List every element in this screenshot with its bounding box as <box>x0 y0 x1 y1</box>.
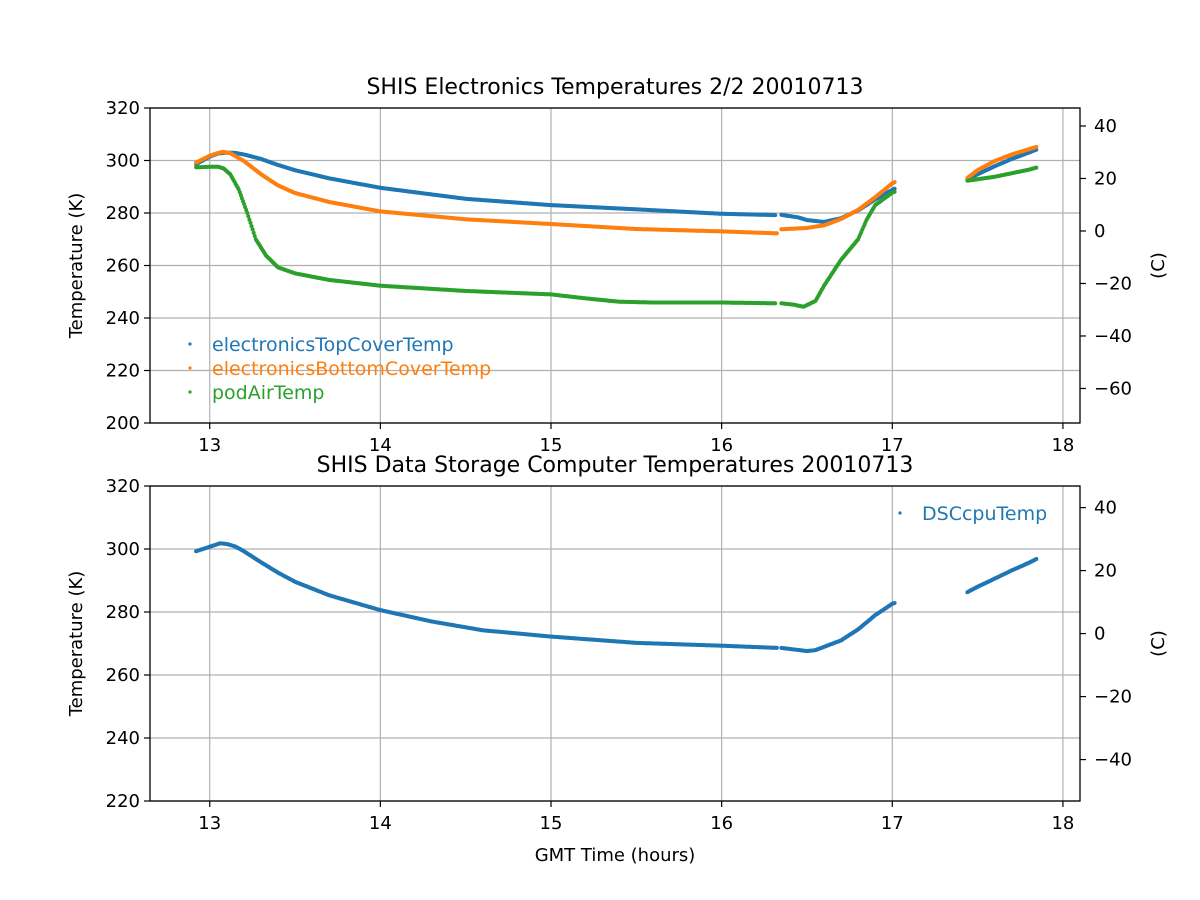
series-podAirTemp <box>194 164 1039 309</box>
y-right-tick-label: −40 <box>1094 326 1132 347</box>
x-tick-label: 17 <box>881 813 904 834</box>
y-tick-label: 320 <box>106 476 140 497</box>
data-point <box>1034 165 1039 170</box>
legend: DSCcpuTemp <box>898 503 1047 525</box>
y-right-tick-label: 0 <box>1094 221 1105 242</box>
data-point <box>252 234 257 238</box>
legend-label: electronicsTopCoverTemp <box>212 334 454 356</box>
data-point <box>246 214 251 219</box>
legend-marker <box>898 511 902 515</box>
chart-title: SHIS Electronics Temperatures 2/2 200107… <box>366 75 863 100</box>
x-axis-label: GMT Time (hours) <box>535 845 696 866</box>
y-right-tick-label: 0 <box>1094 624 1105 645</box>
y-axis-label: Temperature (K) <box>66 571 87 718</box>
data-point <box>248 220 253 225</box>
y-right-tick-label: −40 <box>1094 750 1132 771</box>
data-point <box>247 217 252 222</box>
y-axis-label: Temperature (K) <box>66 193 87 340</box>
chart-title: SHIS Data Storage Computer Temperatures … <box>317 453 914 478</box>
y-right-tick-label: 40 <box>1094 498 1117 519</box>
y-tick-label: 300 <box>106 539 140 560</box>
y-right-tick-label: 20 <box>1094 168 1117 189</box>
x-tick-label: 18 <box>1051 813 1074 834</box>
y-tick-label: 260 <box>106 665 140 686</box>
legend-label: podAirTemp <box>212 382 324 404</box>
y-tick-label: 200 <box>106 413 140 434</box>
y-tick-label: 300 <box>106 151 140 172</box>
data-point <box>249 224 254 229</box>
x-tick-label: 15 <box>540 435 563 456</box>
x-tick-label: 14 <box>369 813 392 834</box>
series-DSCcpuTemp <box>194 541 1039 654</box>
data-point <box>774 645 779 650</box>
x-tick-label: 13 <box>198 435 221 456</box>
x-tick-label: 15 <box>540 813 563 834</box>
data-point <box>773 301 778 306</box>
y-tick-label: 240 <box>106 728 140 749</box>
y-tick-label: 280 <box>106 602 140 623</box>
data-point <box>239 196 244 201</box>
y-tick-label: 240 <box>106 308 140 329</box>
legend-marker <box>188 366 192 370</box>
y-axis-label-right: (C) <box>1148 252 1169 279</box>
data-point <box>244 208 249 212</box>
legend-label: electronicsBottomCoverTemp <box>212 358 491 380</box>
data-point <box>250 227 255 232</box>
data-point <box>245 211 250 215</box>
x-tick-label: 16 <box>710 813 733 834</box>
plot-frame <box>149 485 1081 802</box>
legend: electronicsTopCoverTempelectronicsBottom… <box>188 334 491 404</box>
data-point <box>892 189 897 194</box>
y-right-tick-label: −20 <box>1094 687 1132 708</box>
legend-marker <box>188 390 192 394</box>
x-tick-label: 14 <box>369 435 392 456</box>
y-right-tick-label: 40 <box>1094 116 1117 137</box>
y-tick-label: 220 <box>106 791 140 812</box>
data-point <box>892 180 897 185</box>
y-tick-label: 320 <box>106 98 140 119</box>
x-tick-label: 18 <box>1051 435 1074 456</box>
chart-2: 13 14 15 16 17 18 220 240 260 280 300 320 −40 −20 0 20 4… <box>66 453 1169 866</box>
data-point <box>237 190 242 195</box>
x-tick-label: 16 <box>710 435 733 456</box>
data-point <box>1034 557 1039 561</box>
y-right-tick-label: 20 <box>1094 561 1117 582</box>
data-point <box>1034 144 1039 149</box>
data-point <box>251 230 256 235</box>
y-tick-label: 280 <box>106 203 140 224</box>
x-tick-label: 17 <box>881 435 904 456</box>
chart-1: 13 14 15 16 17 18200220240260280300320−60−40−… <box>66 75 1169 456</box>
y-tick-label: 220 <box>106 361 140 382</box>
y-right-tick-label: −20 <box>1094 273 1132 294</box>
y-right-tick-label: −60 <box>1094 378 1132 399</box>
data-point <box>773 213 778 218</box>
legend-label: DSCcpuTemp <box>922 503 1047 525</box>
series-electronicsBottomCoverTemp <box>194 144 1039 236</box>
data-point <box>774 231 779 236</box>
y-tick-label: 260 <box>106 256 140 277</box>
y-axis-label-right: (C) <box>1148 630 1169 657</box>
x-tick-label: 13 <box>198 813 221 834</box>
legend-marker <box>188 342 192 346</box>
data-point <box>892 601 897 605</box>
data-point <box>892 186 897 191</box>
